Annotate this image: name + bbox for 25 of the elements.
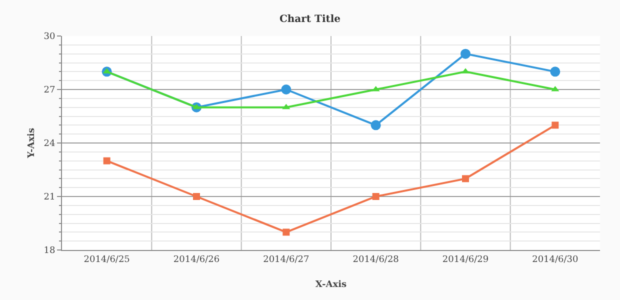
y-tick-label: 24 xyxy=(44,139,56,150)
point xyxy=(282,228,290,236)
chart-title: Chart Title xyxy=(279,14,341,25)
x-axis-title: X-Axis xyxy=(315,280,347,290)
y-tick-label: 18 xyxy=(44,246,56,256)
point xyxy=(370,120,381,130)
point xyxy=(460,48,470,59)
y-tick-label: 30 xyxy=(44,32,56,42)
x-tick-label: 2014/6/30 xyxy=(532,254,579,265)
x-tick-label: 2014/6/26 xyxy=(173,254,220,265)
y-tick-label: 21 xyxy=(44,192,56,203)
point xyxy=(282,104,290,110)
x-tick-label: 2014/6/25 xyxy=(84,254,130,265)
point xyxy=(372,193,380,200)
x-tick-label: 2014/6/29 xyxy=(442,254,489,265)
point xyxy=(552,122,559,129)
point xyxy=(462,175,469,182)
x-tick-label: 2014/6/28 xyxy=(352,254,400,265)
y-axis-title: Y-Axis xyxy=(27,128,37,160)
point xyxy=(281,84,292,94)
point xyxy=(193,193,200,200)
y-tick-label: 27 xyxy=(44,86,56,96)
point xyxy=(550,66,560,77)
point xyxy=(103,157,110,164)
x-tick-label: 2014/6/27 xyxy=(263,254,310,265)
